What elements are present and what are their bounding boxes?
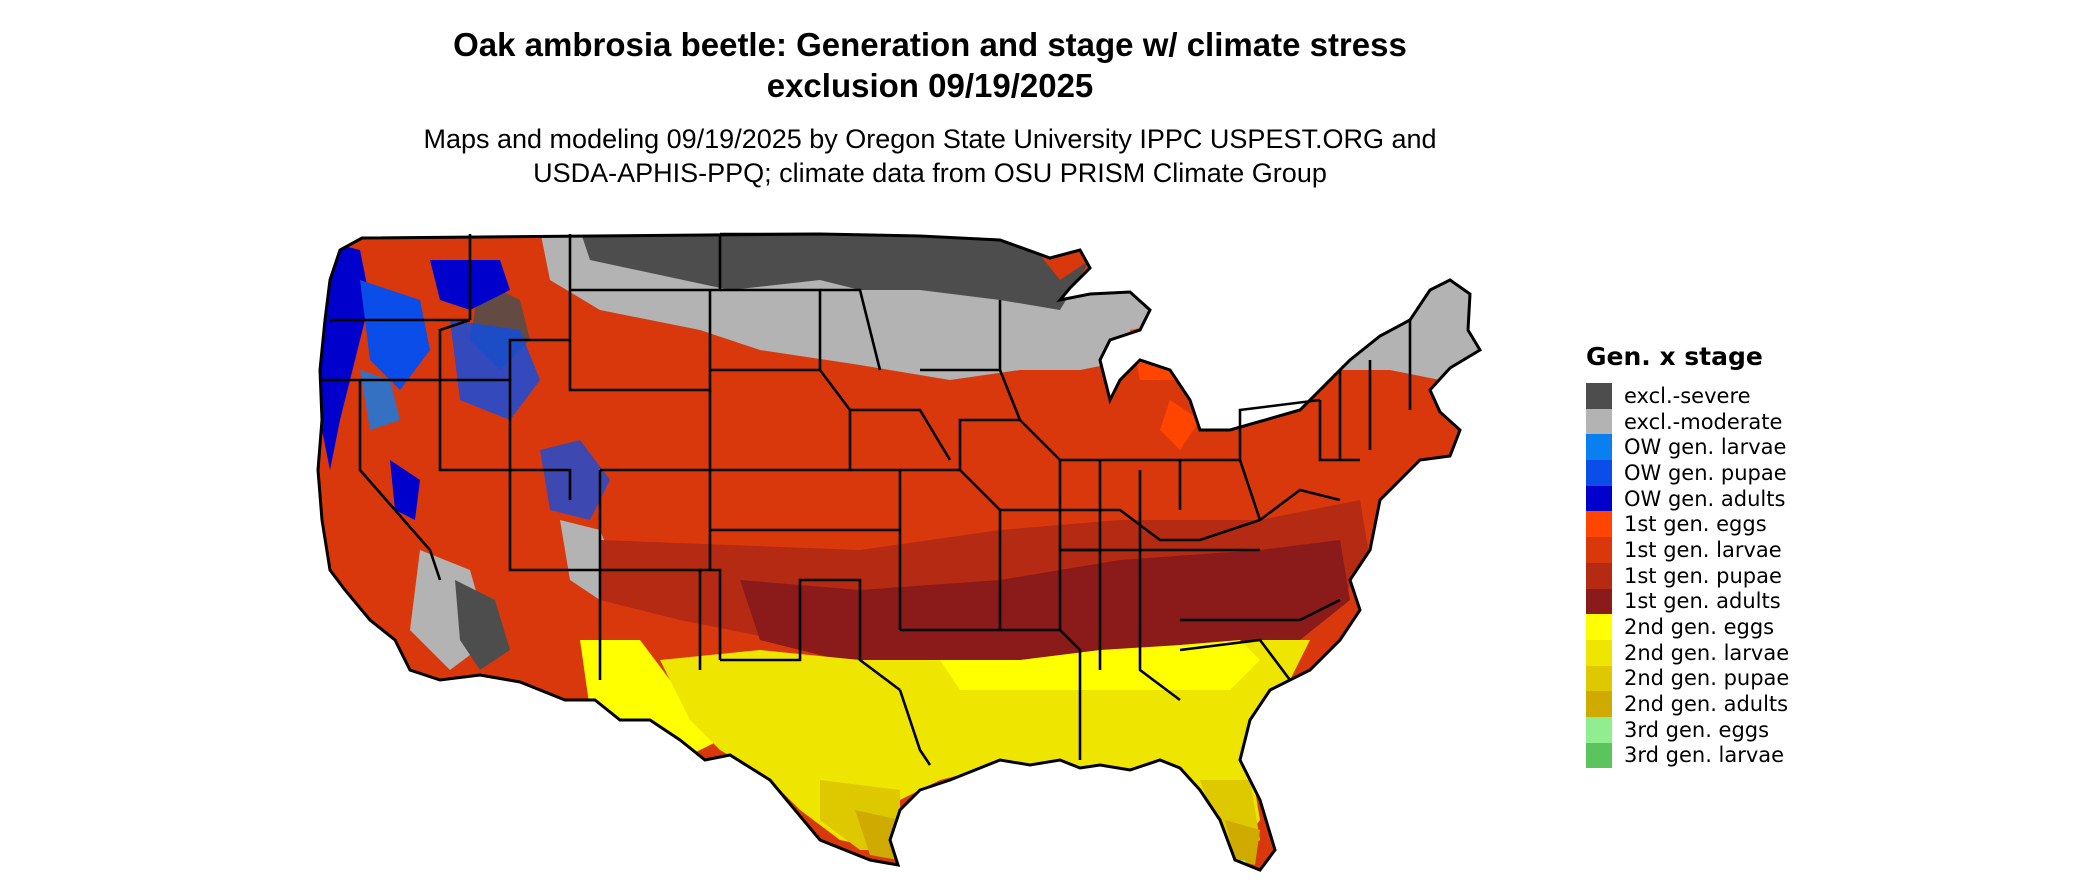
subtitle-line-1: Maps and modeling 09/19/2025 by Oregon S… xyxy=(423,124,1437,154)
legend-swatch xyxy=(1586,383,1612,409)
legend-item: 2nd gen. larvae xyxy=(1586,639,1790,666)
legend-label: excl.-severe xyxy=(1624,383,1751,408)
legend-item: 3rd gen. eggs xyxy=(1586,716,1789,743)
legend-label: 3rd gen. eggs xyxy=(1624,717,1770,742)
title-line-1: Oak ambrosia beetle: Generation and stag… xyxy=(453,26,1407,63)
legend-label: 3rd gen. larvae xyxy=(1624,743,1785,768)
legend-item: 1st gen. pupae xyxy=(1586,562,1789,589)
legend-item: OW gen. pupae xyxy=(1586,460,1789,486)
legend-swatch xyxy=(1586,460,1612,486)
legend-item: 2nd gen. adults xyxy=(1586,691,1789,717)
legend-swatch xyxy=(1586,639,1612,666)
us-map xyxy=(316,232,1482,872)
legend-swatch xyxy=(1586,537,1612,563)
legend-label: 2nd gen. eggs xyxy=(1624,615,1775,640)
legend-swatch xyxy=(1586,434,1612,461)
legend-item: 1st gen. eggs xyxy=(1586,511,1789,538)
title-line-2: exclusion 09/19/2025 xyxy=(766,67,1094,104)
map-title: Oak ambrosia beetle: Generation and stag… xyxy=(330,24,1530,106)
legend-swatch xyxy=(1586,614,1612,640)
legend-item: 2nd gen. eggs xyxy=(1586,614,1789,640)
legend-item: 3rd gen. larvae xyxy=(1586,742,1789,769)
legend-swatch xyxy=(1586,665,1612,692)
legend: Gen. x stage excl.-severe excl.-moderate O… xyxy=(1586,342,1790,769)
legend-label: excl.-moderate xyxy=(1624,409,1783,434)
legend-label: 2nd gen. larvae xyxy=(1624,640,1790,665)
map-subtitle: Maps and modeling 09/19/2025 by Oregon S… xyxy=(330,122,1530,190)
legend-label: OW gen. adults xyxy=(1624,486,1786,511)
legend-label: OW gen. larvae xyxy=(1624,435,1787,460)
legend-swatch xyxy=(1586,691,1612,717)
legend-swatch xyxy=(1586,588,1612,615)
legend-item: OW gen. larvae xyxy=(1586,434,1789,461)
legend-swatch xyxy=(1586,742,1612,769)
subtitle-line-2: USDA-APHIS-PPQ; climate data from OSU PR… xyxy=(533,158,1327,188)
legend-label: 1st gen. larvae xyxy=(1624,537,1782,562)
legend-title: Gen. x stage xyxy=(1586,342,1763,371)
legend-item: OW gen. adults xyxy=(1586,485,1789,512)
legend-item: 2nd gen. pupae xyxy=(1586,665,1790,692)
legend-swatch xyxy=(1586,408,1612,435)
legend-swatch xyxy=(1586,511,1612,538)
legend-item: 1st gen. larvae xyxy=(1586,537,1789,563)
legend-label: 1st gen. eggs xyxy=(1624,512,1767,537)
legend-label: 2nd gen. pupae xyxy=(1624,666,1790,691)
legend-item: excl.-severe xyxy=(1586,383,1789,409)
legend-swatch xyxy=(1586,562,1612,589)
legend-items: excl.-severe excl.-moderate OW gen. larvae… xyxy=(1586,383,1790,769)
legend-label: 1st gen. pupae xyxy=(1624,563,1782,588)
legend-label: OW gen. pupae xyxy=(1624,460,1787,485)
legend-swatch xyxy=(1586,485,1612,512)
legend-label: 2nd gen. adults xyxy=(1624,692,1789,717)
legend-label: 1st gen. adults xyxy=(1624,589,1781,614)
legend-item: excl.-moderate xyxy=(1586,408,1789,435)
legend-item: 1st gen. adults xyxy=(1586,588,1789,615)
legend-swatch xyxy=(1586,716,1612,743)
